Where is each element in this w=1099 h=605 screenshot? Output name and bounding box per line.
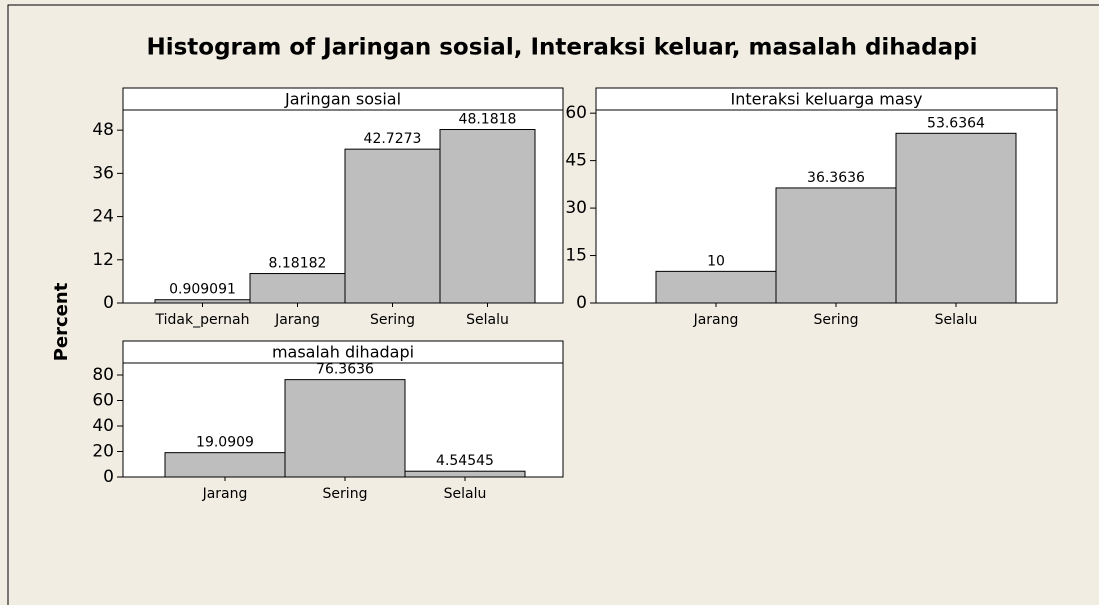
data-label: 19.0909 <box>196 435 254 451</box>
bar <box>775 187 897 304</box>
panel-title: masalah dihadapi <box>272 343 414 362</box>
y-tick-label: 80 <box>92 365 114 385</box>
data-label: 53.6364 <box>927 115 985 131</box>
bar <box>344 148 441 304</box>
y-tick-label: 60 <box>92 390 114 410</box>
panel-title: Jaringan sosial <box>284 90 401 109</box>
x-tick-label: Selalu <box>466 312 509 328</box>
data-label: 76.3636 <box>316 362 374 378</box>
y-tick-label: 45 <box>565 151 587 171</box>
x-tick-label: Jarang <box>274 312 320 328</box>
data-label: 10 <box>707 253 725 269</box>
x-tick-label: Sering <box>323 486 368 502</box>
y-tick-label: 60 <box>565 103 587 123</box>
panel-header <box>122 340 564 364</box>
x-tick-label: Tidak_pernah <box>155 312 250 328</box>
y-tick-label: 40 <box>92 416 114 436</box>
data-label: 0.909091 <box>169 282 236 298</box>
y-tick-label: 36 <box>92 163 114 183</box>
y-tick-label: 30 <box>565 198 587 218</box>
bar <box>249 273 346 304</box>
y-tick-label: 48 <box>92 120 114 140</box>
panel-header <box>595 87 1058 111</box>
bar <box>439 129 536 304</box>
bar <box>154 299 251 304</box>
y-tick-label: 12 <box>92 250 114 270</box>
panel-title: Interaksi keluarga masy <box>731 90 923 109</box>
bar <box>164 452 286 478</box>
chart-title: Histogram of Jaringan sosial, Interaksi … <box>146 35 977 61</box>
data-label: 48.1818 <box>459 112 517 128</box>
y-tick-label: 0 <box>103 467 114 487</box>
bar <box>655 270 777 304</box>
x-tick-label: Jarang <box>693 312 739 328</box>
x-tick-label: Selalu <box>444 486 487 502</box>
data-label: 36.3636 <box>807 170 865 186</box>
bar <box>284 379 406 478</box>
x-tick-label: Jarang <box>202 486 248 502</box>
data-label: 4.54545 <box>436 453 494 469</box>
y-tick-label: 0 <box>103 293 114 313</box>
data-label: 42.7273 <box>364 131 422 147</box>
panel-header <box>122 87 564 111</box>
bar <box>895 132 1017 304</box>
data-label: 8.18182 <box>269 256 327 272</box>
y-tick-label: 24 <box>92 207 114 227</box>
bar <box>404 470 526 478</box>
y-tick-label: 20 <box>92 441 114 461</box>
x-tick-label: Selalu <box>935 312 978 328</box>
x-tick-label: Sering <box>814 312 859 328</box>
x-tick-label: Sering <box>370 312 415 328</box>
y-axis-label: Percent <box>51 282 72 361</box>
y-tick-label: 0 <box>576 293 587 313</box>
y-tick-label: 15 <box>565 246 587 266</box>
